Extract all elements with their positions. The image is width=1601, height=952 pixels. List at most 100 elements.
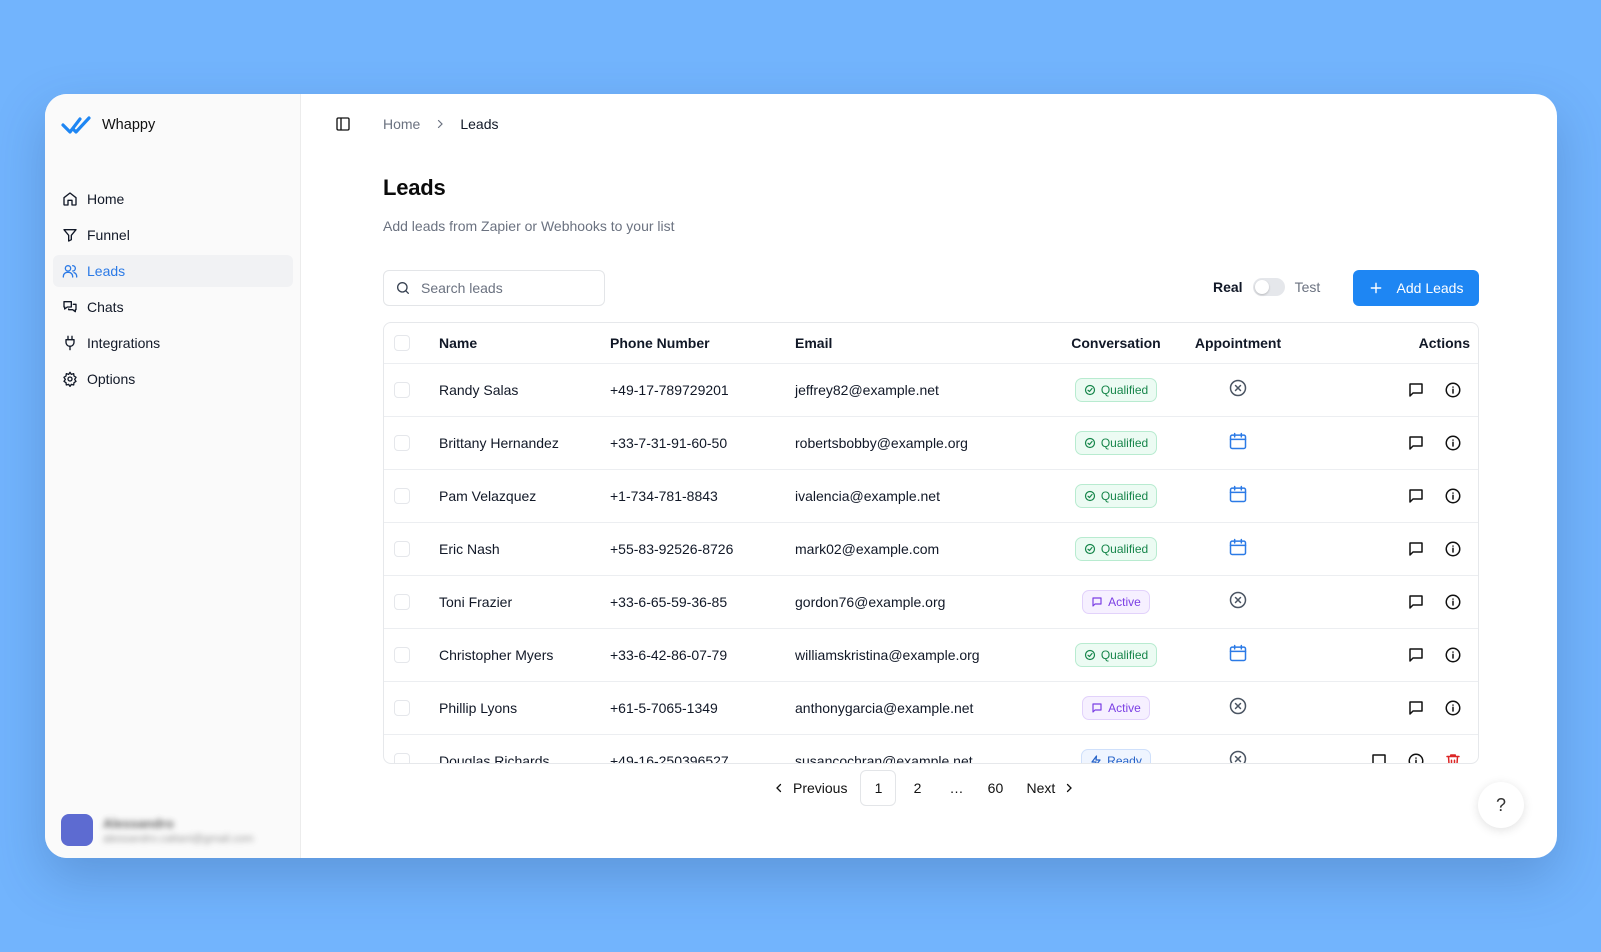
- user-profile[interactable]: Alessandro alessandro.cattani@gmail.com: [61, 814, 254, 846]
- conversation-status-label: Qualified: [1100, 382, 1149, 397]
- row-checkbox[interactable]: [394, 541, 410, 558]
- mode-test-label: Test: [1294, 279, 1321, 295]
- info-icon[interactable]: [1444, 593, 1462, 611]
- breadcrumb-current: Leads: [460, 116, 499, 132]
- lead-name: Toni Frazier: [439, 593, 513, 610]
- conversation-cell: Qualified: [1055, 363, 1177, 416]
- column-header-email[interactable]: Email: [795, 334, 833, 351]
- chat-icon[interactable]: [1407, 646, 1425, 664]
- previous-page-button[interactable]: Previous: [769, 770, 857, 806]
- add-leads-button[interactable]: Add Leads: [1353, 270, 1479, 306]
- info-icon[interactable]: [1444, 381, 1462, 399]
- sidebar-nav: Home Funnel Leads Chats Integrations Opt…: [53, 183, 293, 399]
- table-row[interactable]: Christopher Myers +33-6-42-86-07-79 willia…: [384, 628, 1478, 681]
- real-test-toggle[interactable]: [1252, 278, 1285, 296]
- user-email: alessandro.cattani@gmail.com: [103, 832, 254, 845]
- conversation-status-label: Active: [1108, 594, 1141, 609]
- chat-icon[interactable]: [1407, 381, 1425, 399]
- row-select-cell: [384, 363, 439, 416]
- column-header-conversation[interactable]: Conversation: [1071, 334, 1161, 351]
- row-select-cell: [384, 469, 439, 522]
- select-all-checkbox[interactable]: [394, 335, 410, 352]
- table-row[interactable]: Brittany Hernandez +33-7-31-91-60-50 rober…: [384, 416, 1478, 469]
- table-row[interactable]: Randy Salas +49-17-789729201 jeffrey82@exa…: [384, 363, 1478, 416]
- search-input[interactable]: [421, 280, 591, 296]
- row-checkbox[interactable]: [394, 700, 410, 717]
- sidebar: Whappy Home Funnel Leads Chats Integrati…: [45, 94, 301, 858]
- conversation-cell: Ready: [1055, 734, 1177, 763]
- sidebar-item-home[interactable]: Home: [53, 183, 293, 215]
- row-checkbox[interactable]: [394, 382, 410, 399]
- lead-email: susancochran@example.net: [795, 752, 973, 764]
- conversation-cell: Qualified: [1055, 469, 1177, 522]
- info-icon[interactable]: [1444, 699, 1462, 717]
- gear-icon: [63, 371, 77, 387]
- row-checkbox[interactable]: [394, 594, 410, 611]
- leads-table: Name Phone Number Email Conversation App…: [384, 323, 1478, 764]
- chat-icon[interactable]: [1407, 487, 1425, 505]
- trash-icon[interactable]: [1444, 752, 1462, 764]
- sidebar-item-integrations[interactable]: Integrations: [53, 327, 293, 359]
- check-circle-icon: [1084, 543, 1095, 554]
- table-row[interactable]: Phillip Lyons +61-5-7065-1349 anthonygarci…: [384, 681, 1478, 734]
- conversation-cell: Qualified: [1055, 522, 1177, 575]
- brand[interactable]: Whappy: [61, 114, 155, 136]
- calendar-icon[interactable]: [1228, 431, 1248, 451]
- info-icon[interactable]: [1407, 752, 1425, 764]
- sidebar-toggle-icon[interactable]: [335, 116, 351, 132]
- chat-icon[interactable]: [1370, 752, 1388, 764]
- help-button[interactable]: ?: [1478, 782, 1524, 828]
- table-row[interactable]: Toni Frazier +33-6-65-59-36-85 gordon76@ex…: [384, 575, 1478, 628]
- column-header-phone[interactable]: Phone Number: [610, 334, 710, 351]
- next-page-button[interactable]: Next: [1016, 770, 1079, 806]
- breadcrumb-home[interactable]: Home: [383, 116, 421, 132]
- table-row[interactable]: Pam Velazquez +1-734-781-8843 ivalencia@ex…: [384, 469, 1478, 522]
- user-name: Alessandro: [103, 815, 174, 831]
- row-checkbox[interactable]: [394, 647, 410, 664]
- conversation-cell: Qualified: [1055, 628, 1177, 681]
- previous-label: Previous: [793, 780, 848, 796]
- sidebar-item-options[interactable]: Options: [53, 363, 293, 395]
- table-row[interactable]: Douglas Richards +49-16-250396527 susancoc…: [384, 734, 1478, 764]
- sidebar-item-leads[interactable]: Leads: [53, 255, 293, 287]
- calendar-icon[interactable]: [1228, 484, 1248, 504]
- conversation-status-badge: Qualified: [1074, 483, 1158, 508]
- column-header-name[interactable]: Name: [439, 334, 478, 351]
- check-circle-icon: [1084, 649, 1095, 660]
- sidebar-item-funnel[interactable]: Funnel: [53, 219, 293, 251]
- calendar-icon[interactable]: [1228, 643, 1248, 663]
- page-button-1[interactable]: 1: [860, 770, 897, 806]
- sidebar-item-chats[interactable]: Chats: [53, 291, 293, 323]
- chevron-right-icon: [438, 119, 444, 129]
- conversation-status-badge: Qualified: [1074, 536, 1158, 561]
- column-header-appointment[interactable]: Appointment: [1194, 334, 1282, 351]
- row-checkbox[interactable]: [394, 488, 410, 505]
- chat-icon[interactable]: [1407, 434, 1425, 452]
- info-icon[interactable]: [1444, 540, 1462, 558]
- table-row[interactable]: Eric Nash +55-83-92526-8726 mark02@example…: [384, 522, 1478, 575]
- actions-cell: [1299, 469, 1478, 522]
- lead-phone: +61-5-7065-1349: [610, 699, 718, 716]
- appointment-cell: [1177, 575, 1299, 628]
- lead-email: gordon76@example.org: [795, 593, 946, 610]
- chat-icon[interactable]: [1407, 699, 1425, 717]
- page-button-2[interactable]: 2: [913, 780, 922, 796]
- info-icon[interactable]: [1444, 487, 1462, 505]
- x-circle-icon: [1229, 697, 1247, 715]
- conversation-status-label: Qualified: [1100, 647, 1149, 662]
- actions-cell: [1299, 522, 1478, 575]
- info-icon[interactable]: [1444, 434, 1462, 452]
- conversation-cell: Active: [1055, 681, 1177, 734]
- page-ellipsis: …: [949, 780, 964, 796]
- page-button-60[interactable]: 60: [987, 780, 1004, 796]
- sidebar-item-label: Chats: [87, 299, 124, 315]
- lead-name: Brittany Hernandez: [439, 434, 559, 451]
- calendar-icon[interactable]: [1228, 537, 1248, 557]
- chat-icon[interactable]: [1407, 593, 1425, 611]
- row-checkbox[interactable]: [394, 753, 410, 763]
- info-icon[interactable]: [1444, 646, 1462, 664]
- row-checkbox[interactable]: [394, 435, 410, 452]
- chat-icon[interactable]: [1407, 540, 1425, 558]
- lead-name: Christopher Myers: [439, 646, 554, 663]
- lead-email: ivalencia@example.net: [795, 487, 940, 504]
